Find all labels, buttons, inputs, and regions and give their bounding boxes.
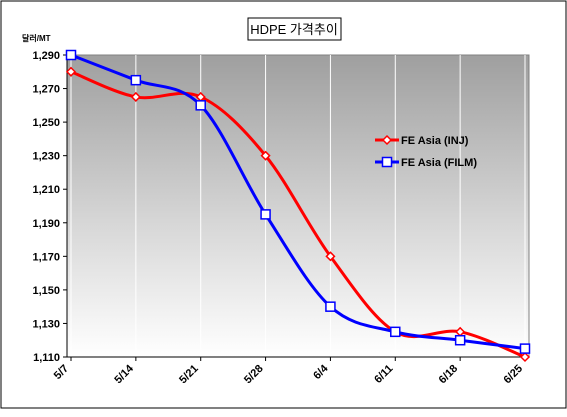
chart-title: HDPE 가격추이 bbox=[250, 22, 338, 37]
series-line bbox=[70, 70, 526, 359]
y-tick-label: 1,190 bbox=[32, 218, 60, 230]
series-film bbox=[65, 49, 531, 354]
data-point bbox=[519, 351, 531, 363]
legend-label: FE Asia (FILM) bbox=[401, 157, 477, 169]
chart-title-box bbox=[247, 17, 342, 41]
y-tick-label: 1,130 bbox=[32, 318, 60, 330]
y-tick-label: 1,230 bbox=[32, 151, 60, 163]
y-tick-label: 1,270 bbox=[32, 84, 60, 96]
data-point bbox=[130, 74, 142, 86]
series-layer bbox=[65, 49, 531, 363]
y-tick-label: 1,210 bbox=[32, 184, 60, 196]
data-point bbox=[519, 343, 531, 354]
legend: FE Asia (INJ) FE Asia (FILM) bbox=[375, 134, 477, 169]
y-axis-unit-label: 달러/MT bbox=[22, 33, 51, 43]
y-tick-label: 1,110 bbox=[33, 352, 60, 364]
data-point bbox=[130, 91, 141, 103]
data-point bbox=[390, 326, 401, 338]
data-point bbox=[65, 66, 77, 77]
y-tick-label: 1,250 bbox=[32, 117, 60, 129]
data-point bbox=[195, 100, 206, 111]
data-point bbox=[260, 209, 271, 220]
data-point bbox=[325, 301, 336, 312]
data-point bbox=[454, 334, 466, 346]
y-tick-label: 1,170 bbox=[32, 251, 60, 263]
legend-swatch-marker bbox=[381, 134, 393, 146]
series-inj bbox=[65, 66, 531, 363]
data-point bbox=[325, 251, 336, 262]
legend-swatch-marker bbox=[381, 156, 393, 168]
legend-label: FE Asia (INJ) bbox=[401, 135, 469, 147]
y-tick-label: 1,150 bbox=[32, 285, 60, 297]
data-point bbox=[65, 49, 77, 61]
series-line bbox=[70, 53, 526, 351]
data-point bbox=[260, 150, 271, 161]
y-tick-label: 1,290 bbox=[32, 50, 60, 62]
